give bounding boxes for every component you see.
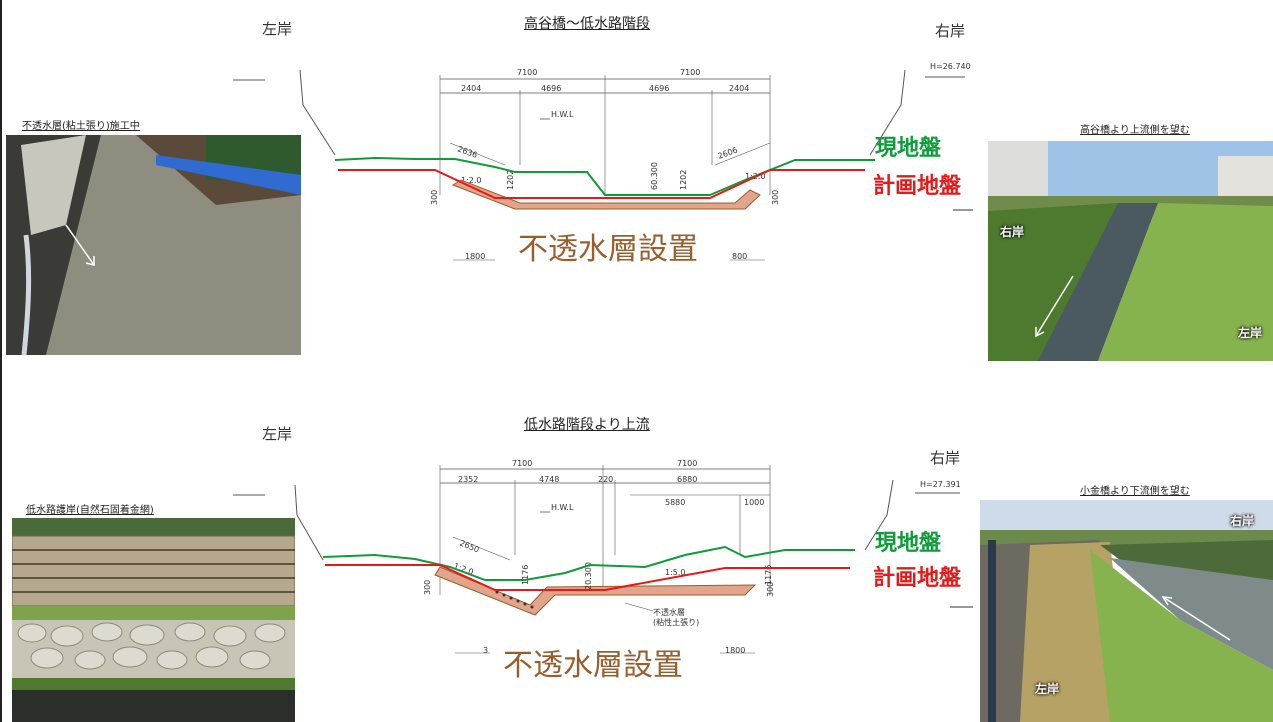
existing-ground-line-1	[334, 156, 875, 196]
right-bank-label-2: 右岸	[930, 449, 961, 467]
left-bank-label-1: 左岸	[262, 20, 293, 38]
planned-ground-line-1	[338, 169, 865, 199]
height-1a: 1202	[506, 170, 515, 190]
right-marker-1: H=26.740	[930, 62, 971, 71]
height-1b: 1202	[679, 170, 688, 190]
photo-caption-left-2: 低水路護岸(自然石固着金網)	[26, 505, 154, 516]
dim-sub-1c: 4696	[649, 84, 669, 93]
dim-sub-2d: 6880	[677, 475, 697, 484]
planned-ground-line-2	[325, 564, 850, 591]
photo-overlay-right-bank-1: 右岸	[1000, 225, 1025, 239]
thickness-2a: 300	[423, 580, 432, 595]
dim-top-2a: 7100	[512, 459, 532, 468]
impermeable-label-1: 不透水層設置	[518, 232, 698, 267]
photo-caption-right-1: 高谷橋より上流側を望む	[1080, 125, 1190, 136]
section-title-1: 高谷橋〜低水路階段	[524, 16, 650, 32]
slope-left-1: 1:2.0	[461, 176, 482, 185]
photo-caption-left-1: 不透水層(粘土張り)施工中	[22, 121, 140, 132]
thickness-2b: 300	[766, 582, 775, 597]
page-left-border	[0, 0, 2, 722]
note-2b: (粘性土張り)	[653, 617, 699, 627]
bottom-dim-1a: 1800	[465, 252, 485, 261]
note-2a: 不透水層	[653, 607, 685, 617]
impermeable-layer-1	[451, 179, 761, 210]
height-1c: 60.300	[650, 162, 659, 190]
dim-top-1a: 7100	[517, 68, 537, 77]
cross-section-2: H=27.391 7100 7100 2352 4748 220 6880 58…	[233, 459, 973, 655]
slope-right-2: 1:5.0	[665, 568, 686, 577]
photo-overlay-right-bank-2: 右岸	[1230, 514, 1255, 528]
dim-sub-2e: 5880	[665, 498, 685, 507]
existing-ground-line-2	[322, 545, 855, 581]
slope-len-right-1: 2606	[717, 145, 739, 160]
dim-sub-2f: 1000	[744, 498, 764, 507]
photo-overlay-left-bank-2: 左岸	[1035, 682, 1060, 696]
legend-existing-ground-1: 現地盤	[875, 136, 942, 161]
dim-sub-1a: 2404	[461, 84, 481, 93]
impermeable-label-2: 不透水層設置	[503, 648, 683, 683]
photo-clay-lining-construction	[6, 135, 301, 355]
photo-upstream-from-takaya-bridge: 右岸 左岸	[988, 141, 1273, 361]
slope-len-left-2: 2650	[458, 539, 480, 555]
bottom-dim-2a: 3	[483, 646, 488, 655]
dim-sub-1d: 2404	[729, 84, 749, 93]
right-bank-label-1: 右岸	[935, 22, 966, 40]
hwl-1: H.W.L	[551, 110, 574, 119]
height-2b: 1176	[764, 565, 773, 585]
legend-planned-ground-2: 計画地盤	[873, 566, 962, 591]
height-2c: 20.300	[584, 562, 593, 590]
slope-len-left-1: 2636	[456, 144, 478, 159]
thickness-1b: 300	[771, 190, 780, 205]
legend-existing-ground-2: 現地盤	[875, 531, 942, 556]
dim-sub-2b: 4748	[539, 475, 559, 484]
photo-low-water-revetment	[12, 518, 295, 722]
right-marker-2: H=27.391	[920, 480, 961, 489]
photo-downstream-from-koganei-bridge: 右岸 左岸	[980, 500, 1273, 722]
section-title-2: 低水路階段より上流	[524, 417, 650, 433]
photo-caption-right-2: 小金橋より下流側を望む	[1080, 486, 1190, 497]
dim-top-1b: 7100	[680, 68, 700, 77]
legend-planned-ground-1: 計画地盤	[873, 174, 962, 199]
left-bank-label-2: 左岸	[262, 425, 293, 443]
dim-sub-2a: 2352	[458, 475, 478, 484]
thickness-1a: 300	[430, 190, 439, 205]
cross-section-1: H=26.740 7100 7100 2404 4696 4696 2404 H…	[233, 62, 973, 261]
hwl-2: H.W.L	[551, 503, 574, 512]
dim-sub-1b: 4696	[541, 84, 561, 93]
bottom-dim-1b: 800	[732, 252, 747, 261]
photo-overlay-left-bank-1: 左岸	[1238, 326, 1263, 340]
bottom-dim-2b: 1800	[725, 646, 745, 655]
dim-sub-2c: 220	[598, 475, 613, 484]
height-2a: 1176	[521, 565, 530, 585]
dim-top-2b: 7100	[677, 459, 697, 468]
